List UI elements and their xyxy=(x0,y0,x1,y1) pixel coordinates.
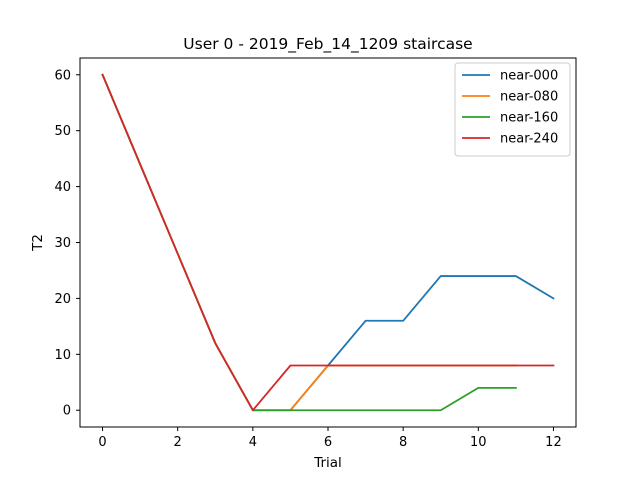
y-tick-label: 60 xyxy=(54,68,71,83)
x-tick-label: 12 xyxy=(545,435,562,450)
chart-title: User 0 - 2019_Feb_14_1209 staircase xyxy=(183,35,472,54)
legend: near-000 near-080 near-160 near-240 xyxy=(454,62,571,157)
y-axis-label: T2 xyxy=(30,234,46,252)
y-tick-label: 0 xyxy=(63,404,71,419)
legend-label-near-240: near-240 xyxy=(500,132,558,147)
y-tick-label: 30 xyxy=(54,236,71,251)
x-tick-label: 6 xyxy=(324,435,332,450)
x-tick-label: 0 xyxy=(98,435,106,450)
x-tick-label: 10 xyxy=(470,435,487,450)
x-axis-label: Trial xyxy=(313,455,342,471)
x-tick-label: 8 xyxy=(399,435,407,450)
x-axis: 0 2 4 6 8 10 12 xyxy=(98,427,562,450)
y-tick-label: 20 xyxy=(54,292,71,307)
y-tick-label: 40 xyxy=(54,180,71,195)
y-tick-label: 10 xyxy=(54,348,71,363)
legend-box xyxy=(454,62,571,157)
series-line-near-240 xyxy=(101,73,555,412)
legend-label-near-080: near-080 xyxy=(500,90,558,105)
x-tick-label: 4 xyxy=(249,435,257,450)
y-tick-label: 50 xyxy=(54,124,71,139)
x-tick-label: 2 xyxy=(174,435,182,450)
y-axis: 0 10 20 30 40 50 60 xyxy=(54,68,80,419)
plot-lines xyxy=(101,73,555,412)
legend-label-near-160: near-160 xyxy=(500,111,558,126)
legend-label-near-000: near-000 xyxy=(500,69,558,84)
